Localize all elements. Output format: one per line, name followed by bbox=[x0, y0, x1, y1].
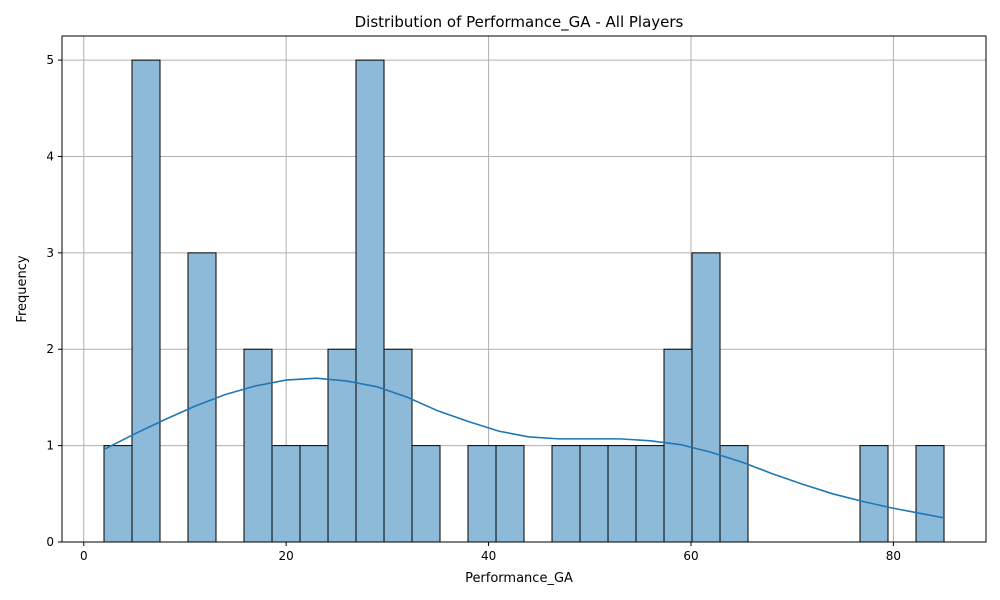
histogram-bar bbox=[635, 445, 665, 543]
histogram-bar bbox=[271, 445, 301, 543]
y-tick-label: 0 bbox=[46, 535, 54, 549]
histogram-bar bbox=[299, 445, 329, 543]
histogram-bar bbox=[691, 252, 721, 543]
x-tick-label: 40 bbox=[481, 549, 496, 563]
histogram-bar bbox=[131, 59, 161, 543]
y-axis-label: Frequency bbox=[15, 255, 30, 322]
y-tick-label: 2 bbox=[46, 342, 54, 356]
histogram-bar bbox=[607, 445, 637, 543]
histogram-bar bbox=[719, 445, 749, 543]
y-tick-label: 5 bbox=[46, 53, 54, 67]
histogram-bar bbox=[187, 252, 217, 543]
histogram-bar bbox=[243, 348, 273, 543]
y-tick-label: 4 bbox=[46, 149, 54, 163]
y-ticks: 0 1 2 3 4 5 bbox=[46, 53, 62, 549]
plot-frame bbox=[61, 35, 987, 543]
chart-title: Distribution of Performance_GA - All Pla… bbox=[355, 13, 684, 32]
histogram-bar bbox=[495, 445, 525, 543]
histogram-bar bbox=[579, 445, 609, 543]
histogram-bar bbox=[355, 59, 385, 543]
x-tick-label: 0 bbox=[80, 549, 88, 563]
histogram-bar bbox=[915, 445, 945, 543]
histogram-bar bbox=[467, 445, 497, 543]
y-tick-label: 1 bbox=[46, 439, 54, 453]
x-tick-label: 60 bbox=[683, 549, 698, 563]
x-tick-label: 20 bbox=[279, 549, 294, 563]
x-ticks: 0 20 40 60 80 bbox=[80, 542, 901, 563]
histogram-bar bbox=[859, 445, 889, 543]
y-tick-label: 3 bbox=[46, 246, 54, 260]
x-axis-label: Performance_GA bbox=[465, 571, 573, 586]
histogram-bar bbox=[411, 445, 441, 543]
histogram-bar bbox=[383, 348, 413, 543]
histogram-bar bbox=[327, 348, 357, 543]
histogram-bars bbox=[103, 59, 945, 543]
kde-line bbox=[103, 377, 945, 519]
histogram-bar bbox=[551, 445, 581, 543]
x-tick-label: 80 bbox=[886, 549, 901, 563]
histogram-bar bbox=[103, 445, 133, 543]
